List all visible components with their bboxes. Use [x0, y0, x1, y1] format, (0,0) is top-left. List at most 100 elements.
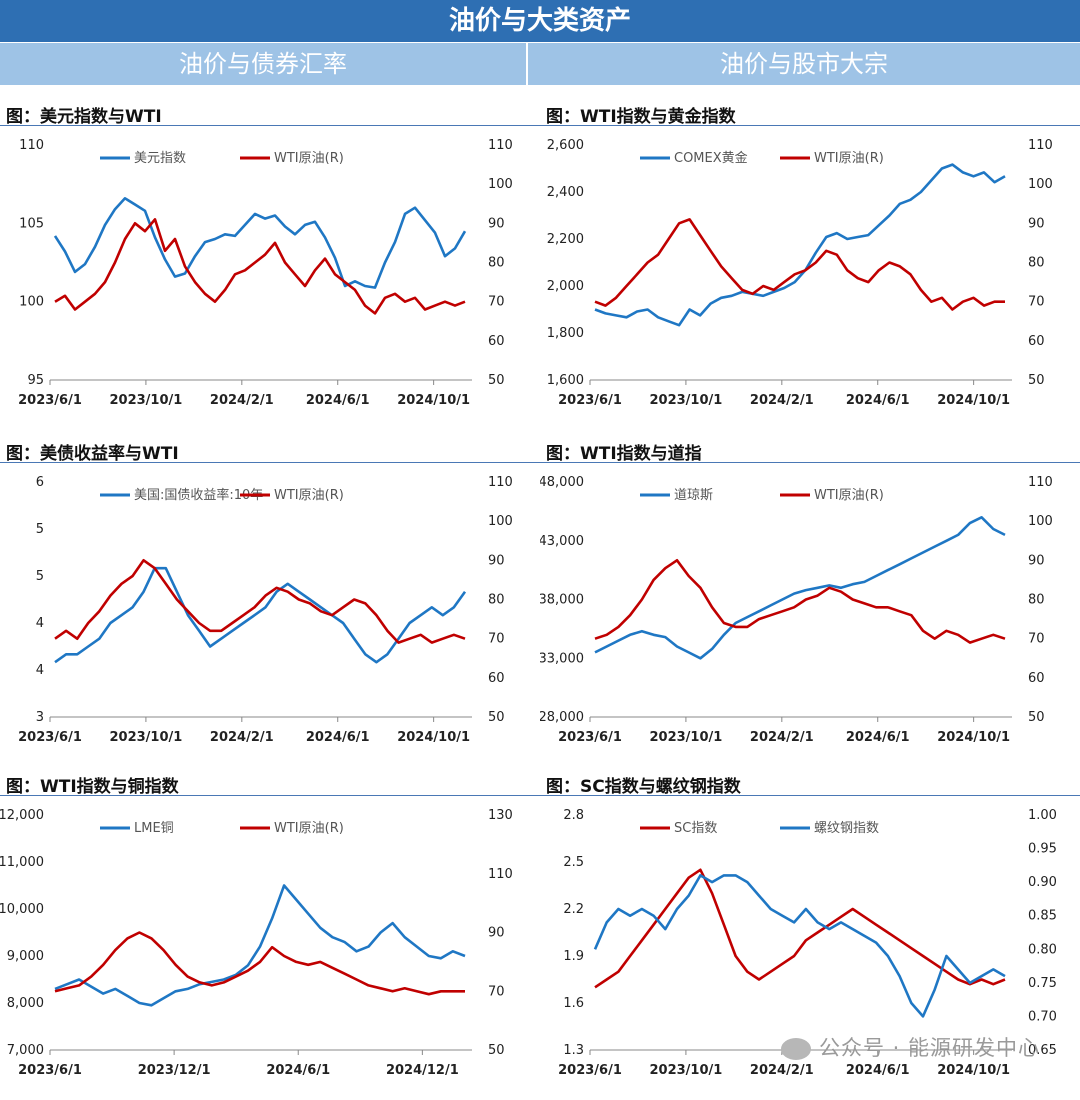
x-axis-tick-label: 2024/2/1 [210, 730, 274, 745]
right-axis-tick-label: 90 [488, 553, 505, 568]
left-axis-tick-label: 95 [27, 373, 44, 388]
right-axis-tick-label: 80 [488, 256, 505, 271]
x-axis-tick-label: 2023/6/1 [18, 730, 82, 745]
legend-label: 道琼斯 [674, 488, 713, 503]
right-axis-tick-label: 80 [1028, 256, 1045, 271]
series-line-1 [54, 566, 467, 664]
right-axis-tick-label: 0.70 [1028, 1009, 1057, 1024]
right-axis-tick-label: 0.75 [1028, 976, 1057, 991]
wechat-icon [780, 1038, 811, 1060]
x-axis-tick-label: 2024/2/1 [210, 393, 274, 408]
x-axis-tick-label: 2024/10/1 [397, 730, 470, 745]
series-line-1 [54, 884, 466, 1007]
x-axis-tick-label: 2023/6/1 [558, 730, 622, 745]
left-axis-tick-label: 38,000 [540, 593, 584, 608]
title-rule [540, 125, 1080, 126]
left-axis-tick-label: 3 [36, 710, 44, 725]
chart-title: 图：美元指数与WTI [6, 107, 162, 127]
legend-label: WTI原油(R) [274, 151, 344, 166]
x-axis-tick-label: 2024/2/1 [750, 730, 814, 745]
left-axis-tick-label: 7,000 [7, 1043, 44, 1058]
section-header-stocks-commodities: 油价与股市大宗 [528, 43, 1080, 85]
right-axis-tick-label: 110 [1028, 138, 1053, 153]
chart-title: 图：美债收益率与WTI [6, 444, 179, 464]
right-axis-tick-label: 60 [1028, 334, 1045, 349]
right-axis-tick-label: 110 [488, 475, 513, 490]
left-axis-tick-label: 4 [36, 663, 44, 678]
right-axis-tick-label: 80 [488, 593, 505, 608]
right-axis-tick-label: 70 [1028, 295, 1045, 310]
x-axis-tick-label: 2024/6/1 [306, 393, 370, 408]
x-axis-tick-label: 2023/12/1 [138, 1063, 211, 1078]
left-axis-tick-label: 5 [36, 522, 44, 537]
left-axis-tick-label: 48,000 [540, 475, 584, 490]
right-axis-tick-label: 70 [488, 632, 505, 647]
series-line-2 [54, 559, 466, 644]
legend-label: COMEX黄金 [674, 150, 748, 166]
section-header-bonds-fx: 油价与债券汇率 [0, 43, 528, 85]
x-axis-tick-label: 2023/10/1 [649, 730, 722, 745]
legend-label: WTI原油(R) [274, 488, 344, 503]
legend-label: LME铜 [134, 821, 174, 836]
left-axis-tick-label: 4 [36, 616, 44, 631]
title-rule [0, 125, 540, 126]
x-axis-tick-label: 2024/2/1 [750, 1063, 814, 1078]
chart-sc-rebar: 1.3 1.6 1.9 2.2 2.5 2.8 0.65 0.70 0.75 0.80 0.85 0.… [558, 808, 1057, 1078]
title-rule [0, 462, 540, 463]
left-axis-tick-label: 2,200 [547, 232, 584, 247]
series-line-1 [594, 515, 1006, 660]
right-axis-tick-label: 110 [488, 867, 513, 882]
right-axis-tick-label: 1.00 [1028, 808, 1057, 823]
right-axis-tick-label: 50 [1028, 710, 1045, 725]
right-axis-tick-label: 50 [488, 1043, 505, 1058]
left-axis-tick-label: 12,000 [0, 808, 44, 823]
series-line-1 [594, 868, 1006, 989]
left-axis-tick-label: 2,000 [547, 279, 584, 294]
left-axis-tick-label: 43,000 [540, 534, 584, 549]
panel-wti-copper: 图：WTI指数与铜指数 7,000 8,000 9,000 10,000 11,000 1… [0, 770, 540, 1100]
left-axis-tick-label: 6 [36, 475, 44, 490]
x-axis-tick-label: 2023/6/1 [18, 1063, 82, 1078]
left-axis-tick-label: 11,000 [0, 855, 44, 870]
legend-label: 美国:国债收益率:10年 [134, 487, 263, 503]
series-line-2 [594, 218, 1005, 311]
left-axis-tick-label: 2.5 [563, 855, 584, 870]
series-line-2 [594, 559, 1006, 644]
right-axis-tick-label: 90 [1028, 553, 1045, 568]
right-axis-tick-label: 70 [488, 984, 505, 999]
right-axis-tick-label: 100 [1028, 177, 1053, 192]
right-axis-tick-label: 110 [488, 138, 513, 153]
left-axis-tick-label: 1.3 [563, 1043, 584, 1058]
series-line-1 [594, 163, 1006, 327]
x-axis-tick-label: 2023/10/1 [109, 393, 182, 408]
left-axis-tick-label: 2,600 [547, 138, 584, 153]
panel-sc-rebar: 图：SC指数与螺纹钢指数 1.3 1.6 1.9 2.2 2.5 2.8 0.65 0.70 0… [540, 770, 1080, 1100]
left-axis-tick-label: 5 [36, 569, 44, 584]
legend-label: 螺纹钢指数 [814, 821, 879, 836]
left-axis-tick-label: 28,000 [540, 710, 584, 725]
x-axis-tick-label: 2024/6/1 [266, 1063, 330, 1078]
panel-wti-gold: 图：WTI指数与黄金指数 1,600 1,800 2,000 2,200 2,400 2,… [540, 100, 1080, 430]
x-axis-tick-label: 2024/10/1 [397, 393, 470, 408]
series-line-2 [54, 931, 465, 996]
x-axis-tick-label: 2024/6/1 [306, 730, 370, 745]
legend-label: SC指数 [674, 821, 717, 836]
chart-title: 图：SC指数与螺纹钢指数 [546, 777, 741, 797]
right-axis-tick-label: 100 [488, 514, 513, 529]
chart-title: 图：WTI指数与铜指数 [6, 777, 179, 797]
x-axis-tick-label: 2024/10/1 [937, 1063, 1010, 1078]
chart-ust-wti: 3 4 4 5 5 6 50 60 70 80 90 100 110 2023/6/1 2023/10/1 2… [18, 475, 513, 745]
right-axis-tick-label: 60 [488, 334, 505, 349]
title-rule [540, 462, 1080, 463]
chart-title: 图：WTI指数与黄金指数 [546, 107, 736, 127]
right-axis-tick-label: 80 [1028, 593, 1045, 608]
chart-wti-dow: 28,000 33,000 38,000 43,000 48,000 50 60 70 80 90… [540, 475, 1053, 745]
left-axis-tick-label: 2.2 [563, 902, 584, 917]
legend-label: 美元指数 [134, 151, 186, 166]
right-axis-tick-label: 100 [1028, 514, 1053, 529]
chart-title: 图：WTI指数与道指 [546, 444, 702, 464]
right-axis-tick-label: 0.85 [1028, 909, 1057, 924]
right-axis-tick-label: 60 [1028, 671, 1045, 686]
right-axis-tick-label: 130 [488, 808, 513, 823]
left-axis-tick-label: 2,400 [547, 185, 584, 200]
